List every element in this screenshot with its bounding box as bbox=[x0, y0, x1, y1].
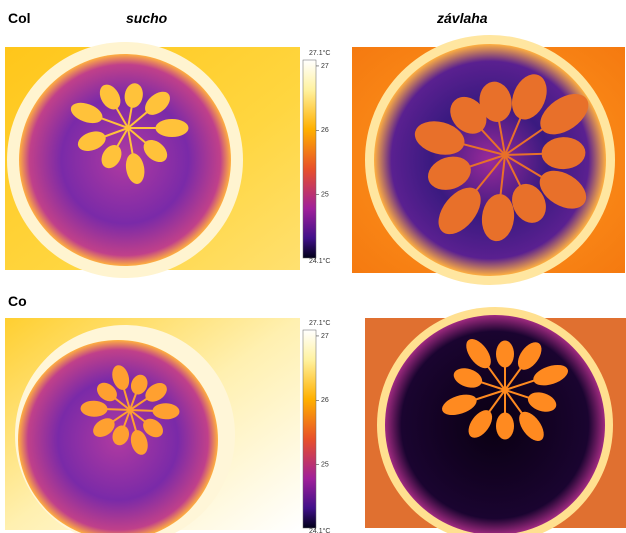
body: {"header": {"row1_label": "Col", "row2_l… bbox=[0, 0, 626, 533]
colorbar-tick-label: 27 bbox=[321, 63, 329, 70]
leaf bbox=[496, 341, 514, 368]
colorbar-scale bbox=[303, 330, 316, 528]
thermal-image bbox=[5, 42, 300, 278]
pot-soil bbox=[385, 315, 605, 533]
row-label: Col bbox=[8, 10, 31, 26]
row-label: Co bbox=[8, 293, 27, 309]
colorbar-tick-label: 25 bbox=[321, 461, 329, 468]
column-label: závlaha bbox=[436, 10, 488, 26]
thermal-image bbox=[365, 307, 626, 533]
figure: Col sucho závlaha Co 27.1°C24.1°C272625 … bbox=[0, 0, 626, 533]
page: Thermal images html, body { margin: 0; p… bbox=[0, 0, 626, 533]
colorbar-tick-label: 26 bbox=[321, 397, 329, 404]
leaf bbox=[156, 119, 189, 137]
column-label: sucho bbox=[126, 10, 168, 26]
colorbar-min-label: 24.1°C bbox=[309, 527, 330, 533]
colorbar-tick-label: 26 bbox=[321, 127, 329, 134]
colorbar-tick-label: 25 bbox=[321, 191, 329, 198]
thermal-image bbox=[5, 318, 300, 533]
colorbar: 27.1°C 24.1°C 27 26 25 bbox=[303, 49, 330, 265]
colorbar-scale bbox=[303, 60, 316, 258]
colorbar: 27.1°C 24.1°C 27 26 25 bbox=[303, 319, 330, 533]
colorbar-max-label: 27.1°C bbox=[309, 319, 330, 327]
pot-soil bbox=[19, 54, 231, 266]
thermal-image bbox=[352, 35, 625, 285]
colorbar-min-label: 24.1°C bbox=[309, 257, 330, 265]
leaf bbox=[496, 413, 514, 440]
colorbar-tick-label: 27 bbox=[321, 333, 329, 340]
colorbar-max-label: 27.1°C bbox=[309, 49, 330, 57]
